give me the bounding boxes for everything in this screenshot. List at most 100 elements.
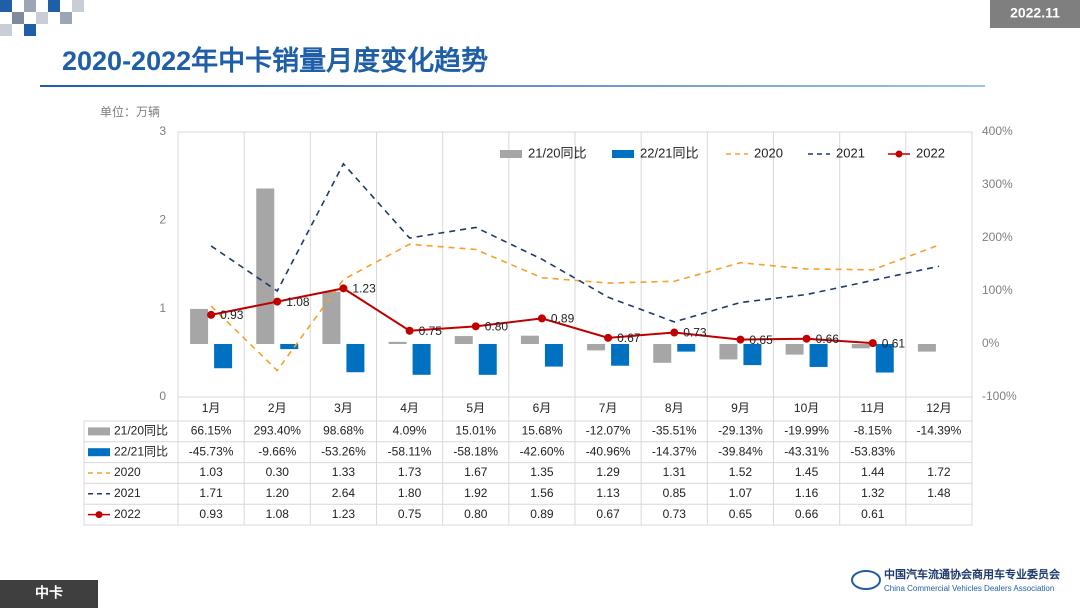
data-label: 0.65 [749, 333, 773, 347]
bar [677, 344, 696, 352]
line [210, 162, 940, 323]
table-cell: 1.20 [266, 486, 290, 500]
table-cell: 1.31 [663, 465, 687, 479]
x-tick-label: 5月 [466, 401, 485, 415]
table-cell: 0.61 [861, 507, 885, 521]
bar [611, 344, 630, 366]
x-tick-label: 2月 [268, 401, 287, 415]
table-cell: 1.48 [927, 486, 951, 500]
x-tick-label: 9月 [731, 401, 750, 415]
table-cell: 1.67 [464, 465, 488, 479]
table-row-label: 22/21同比 [114, 444, 168, 458]
table-cell: -19.99% [784, 424, 829, 438]
marker [736, 335, 745, 344]
data-label: 1.23 [352, 282, 376, 296]
slide-title: 2020-2022年中卡销量月度变化趋势 [62, 45, 488, 76]
table-cell: 1.71 [199, 486, 223, 500]
x-tick-label: 1月 [202, 401, 221, 415]
bar [454, 336, 473, 344]
table-row-symbol [88, 427, 110, 436]
x-tick-label: 3月 [334, 401, 353, 415]
table-row-symbol [95, 511, 103, 519]
table-cell: -29.13% [718, 424, 763, 438]
data-label: 0.67 [617, 331, 641, 345]
org-name-en: China Commercial Vehicles Dealers Associ… [884, 584, 1054, 593]
table-cell: 0.85 [663, 486, 687, 500]
legend-label: 22/21同比 [640, 145, 699, 160]
marker [207, 310, 216, 319]
marker [471, 322, 480, 331]
table-cell: 1.35 [530, 465, 554, 479]
table-cell: -58.18% [453, 444, 498, 458]
table-cell: -58.11% [388, 444, 432, 458]
table-cell: 1.73 [398, 465, 422, 479]
legend-symbol [500, 150, 522, 158]
table-cell: 1.16 [795, 486, 819, 500]
title-underline [40, 85, 985, 87]
table-row-symbol [88, 448, 110, 457]
y2-tick-label: 300% [982, 177, 1013, 191]
table-cell: 1.08 [266, 507, 290, 521]
legend-label: 2021 [836, 145, 865, 160]
table-cell: -14.37% [652, 444, 697, 458]
table-cell: 66.15% [191, 424, 232, 438]
marker [868, 339, 877, 348]
table-cell: 1.33 [332, 465, 356, 479]
table-cell: 4.09% [393, 424, 427, 438]
legend-symbol [612, 150, 634, 158]
data-label: 0.75 [419, 324, 443, 338]
data-label: 0.61 [882, 336, 906, 350]
table-cell: 1.23 [332, 507, 356, 521]
chart: 0 1 2 3 -100% 0% 100% 200% 300% 400% 1月 2月 3月 4月 5月 6月 7… [83, 124, 1017, 526]
y-tick-label: 1 [159, 301, 166, 315]
corner-decoration [0, 0, 84, 36]
bar [388, 341, 407, 344]
marker [273, 297, 282, 306]
table-cell: 1.92 [464, 486, 488, 500]
x-tick-label: 4月 [400, 401, 419, 415]
data-label: 0.93 [220, 308, 244, 322]
table-cell: 0.89 [530, 507, 554, 521]
table-cell: 98.68% [323, 424, 364, 438]
table-row-label: 2020 [114, 465, 141, 479]
table-cell: 2.64 [332, 486, 356, 500]
table-row-label: 21/20同比 [114, 424, 168, 438]
x-tick-label: 12月 [926, 401, 951, 415]
marker [405, 326, 414, 335]
table-row-label: 2021 [114, 486, 141, 500]
table-cell: 0.93 [199, 507, 223, 521]
table-cell: 0.73 [663, 507, 687, 521]
x-tick-label: 8月 [665, 401, 684, 415]
table-cell: 0.80 [464, 507, 488, 521]
bar [346, 344, 365, 373]
section: 中卡 [35, 585, 63, 601]
y2-tick-label: 400% [982, 124, 1013, 138]
bar [809, 344, 828, 367]
x-tick-label: 7月 [599, 401, 618, 415]
bar [412, 344, 431, 375]
y2-tick-label: 200% [982, 230, 1013, 244]
line [210, 243, 940, 372]
table-cell: 0.65 [729, 507, 753, 521]
table-row-label: 2022 [114, 507, 141, 521]
logo [851, 570, 881, 590]
bar [587, 344, 606, 351]
bar [653, 344, 672, 363]
table-cell: -8.15% [854, 424, 892, 438]
table-cell: 1.03 [199, 465, 223, 479]
data-label: 1.08 [286, 295, 310, 309]
data-label: 0.89 [551, 312, 575, 326]
table-cell: 1.13 [596, 486, 620, 500]
table-cell: 0.30 [266, 465, 290, 479]
table-cell: 1.32 [861, 486, 885, 500]
bar [214, 344, 233, 369]
bar [322, 291, 341, 344]
table-cell: 1.45 [795, 465, 819, 479]
table-cell: -53.83% [850, 444, 895, 458]
data-label: 0.73 [683, 326, 707, 340]
table-cell: -35.51% [652, 424, 697, 438]
marker [670, 328, 679, 337]
marker [339, 284, 348, 293]
table-cell: 293.40% [254, 424, 302, 438]
